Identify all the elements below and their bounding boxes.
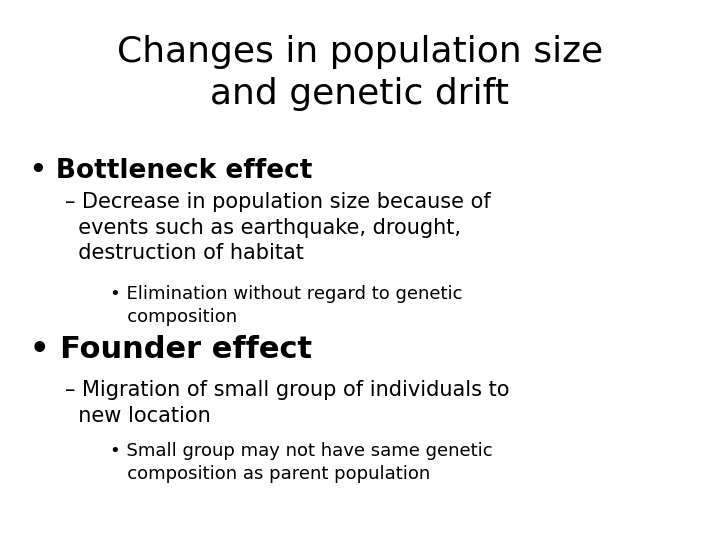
Text: Changes in population size
and genetic drift: Changes in population size and genetic d…: [117, 35, 603, 111]
Text: • Bottleneck effect: • Bottleneck effect: [30, 158, 312, 184]
Text: • Elimination without regard to genetic
   composition: • Elimination without regard to genetic …: [110, 285, 462, 326]
Text: – Migration of small group of individuals to
  new location: – Migration of small group of individual…: [65, 380, 510, 426]
Text: – Decrease in population size because of
  events such as earthquake, drought,
 : – Decrease in population size because of…: [65, 192, 491, 263]
Text: • Founder effect: • Founder effect: [30, 335, 312, 364]
Text: • Small group may not have same genetic
   composition as parent population: • Small group may not have same genetic …: [110, 442, 492, 483]
